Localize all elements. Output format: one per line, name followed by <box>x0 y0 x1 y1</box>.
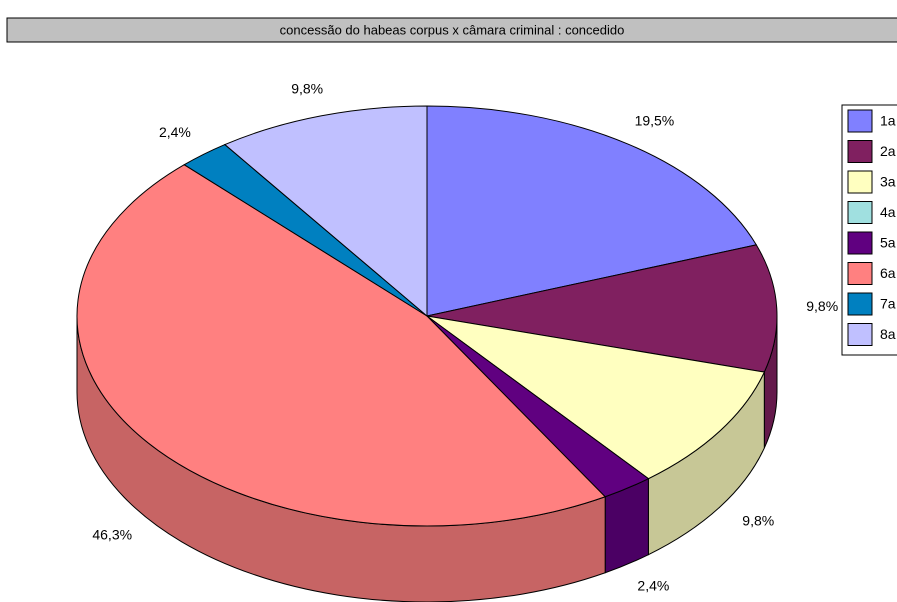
legend-label: 5a <box>880 235 896 251</box>
data-label: 19,5% <box>635 113 675 129</box>
slice <box>76 164 607 527</box>
slice <box>426 105 758 317</box>
data-label: 2,4% <box>637 577 669 593</box>
legend-swatch <box>847 170 873 194</box>
legend-label: 3a <box>880 174 896 190</box>
title-bar <box>6 17 897 43</box>
data-label: 9,8% <box>806 298 838 314</box>
data-label: 46,3% <box>92 526 132 542</box>
data-label: 9,8% <box>742 512 774 528</box>
legend-swatch <box>847 231 873 255</box>
legend-label: 7a <box>880 296 896 312</box>
legend-label: 1a <box>880 113 896 129</box>
legend-swatch <box>847 262 873 285</box>
legend-swatch <box>847 201 873 224</box>
legend-swatch <box>847 109 873 133</box>
data-label: 2,4% <box>159 124 191 140</box>
legend-label: 4a <box>880 204 896 220</box>
slice <box>426 315 766 480</box>
slice <box>426 244 778 373</box>
legend-label: 2a <box>880 143 896 159</box>
slice <box>223 105 428 318</box>
legend-swatch <box>847 323 873 346</box>
legend-label: 6a <box>880 265 896 281</box>
chart-title: concessão do habeas corpus x câmara crim… <box>280 22 625 37</box>
data-label: 9,8% <box>291 81 323 97</box>
legend-label: 8a <box>880 326 896 342</box>
legend-swatch <box>847 292 873 316</box>
legend-swatch <box>847 140 873 163</box>
